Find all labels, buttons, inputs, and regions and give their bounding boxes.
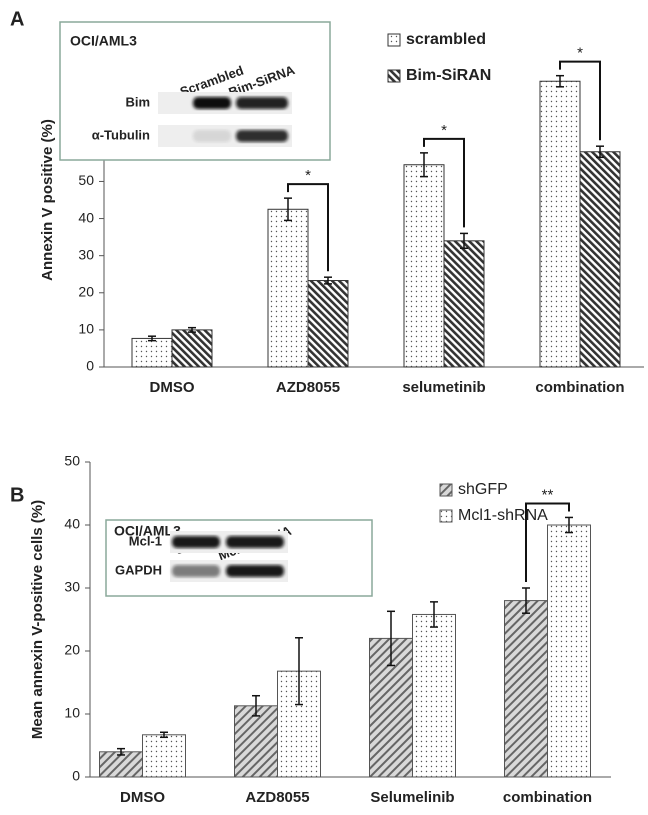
bar	[547, 524, 591, 778]
significance-label: **	[542, 486, 554, 503]
bar	[403, 164, 445, 368]
x-tick-label: DMSO	[150, 379, 195, 396]
blot-band	[236, 130, 288, 142]
inset-title: OCI/AML3	[114, 523, 181, 539]
row-label: α-Tubulin	[92, 127, 150, 142]
significance-bracket	[559, 60, 601, 141]
legend-swatch	[387, 33, 401, 47]
x-tick-label: selumetinib	[402, 379, 485, 396]
y-tick-label: 0	[72, 768, 80, 784]
bar	[171, 329, 213, 368]
error-bar	[295, 637, 303, 706]
y-tick-label: 30	[64, 579, 80, 595]
x-tick-label: Selumelinib	[370, 789, 454, 806]
significance-bracket	[423, 137, 465, 228]
row-label: Mcl-1	[129, 533, 162, 548]
y-tick-label: 40	[64, 516, 80, 532]
row-label: Bim	[125, 94, 150, 109]
inset-title: OCI/AML3	[70, 33, 137, 49]
y-axis-label: Mean annexin V-positive cells (%)	[29, 500, 46, 739]
panel-label: A	[10, 8, 24, 30]
blot-band	[193, 130, 231, 142]
x-tick-label: DMSO	[120, 789, 165, 806]
error-bar	[430, 601, 438, 628]
significance-bracket	[287, 183, 329, 272]
legend-swatch	[439, 483, 453, 497]
error-bar	[556, 74, 564, 88]
y-tick-label: 20	[78, 283, 94, 299]
error-bar	[522, 587, 530, 614]
bar	[539, 80, 581, 368]
significance-label: *	[305, 167, 311, 184]
blot-band	[193, 97, 231, 109]
blot-band	[172, 536, 220, 548]
y-tick-label: 10	[64, 705, 80, 721]
bar	[131, 337, 173, 368]
significance-label: *	[577, 45, 583, 62]
bar	[267, 208, 309, 368]
blot-band	[226, 565, 284, 577]
legend-swatch	[439, 509, 453, 523]
significance-bracket	[525, 502, 570, 582]
y-tick-label: 50	[64, 453, 80, 469]
bar	[579, 151, 621, 368]
error-bar	[188, 326, 196, 333]
error-bar	[460, 232, 468, 249]
y-tick-label: 20	[64, 642, 80, 658]
legend-swatch	[387, 69, 401, 83]
x-tick-label: AZD8055	[276, 379, 340, 396]
error-bar	[117, 747, 125, 756]
y-tick-label: 50	[78, 172, 94, 188]
legend-label: Mcl1-shRNA	[458, 507, 548, 524]
bar	[504, 600, 548, 778]
bar	[443, 240, 485, 368]
panel-label: B	[10, 484, 24, 506]
y-tick-label: 0	[86, 358, 94, 374]
y-tick-label: 10	[78, 321, 94, 337]
x-tick-label: combination	[535, 379, 624, 396]
error-bar	[596, 145, 604, 159]
legend-label: shGFP	[458, 481, 508, 498]
significance-label: *	[441, 122, 447, 139]
error-bar	[160, 731, 168, 739]
bar	[412, 613, 456, 778]
x-tick-label: combination	[503, 789, 592, 806]
blot-band	[172, 565, 220, 577]
error-bar	[252, 694, 260, 717]
legend-label: scrambled	[406, 31, 486, 48]
error-bar	[148, 335, 156, 342]
x-tick-label: AZD8055	[245, 789, 309, 806]
bar	[307, 280, 349, 368]
legend-label: Bim-SiRAN	[406, 67, 491, 84]
y-tick-label: 30	[78, 246, 94, 262]
error-bar	[324, 276, 332, 285]
y-tick-label: 40	[78, 209, 94, 225]
error-bar	[420, 152, 428, 178]
blot-band	[236, 97, 288, 109]
row-label: GAPDH	[115, 562, 162, 577]
bar	[234, 705, 278, 778]
y-axis-label: Annexin V positive (%)	[39, 119, 56, 281]
blot-band	[226, 536, 284, 548]
bar	[142, 734, 186, 778]
error-bar	[387, 610, 395, 667]
error-bar	[565, 516, 573, 534]
error-bar	[284, 197, 292, 222]
